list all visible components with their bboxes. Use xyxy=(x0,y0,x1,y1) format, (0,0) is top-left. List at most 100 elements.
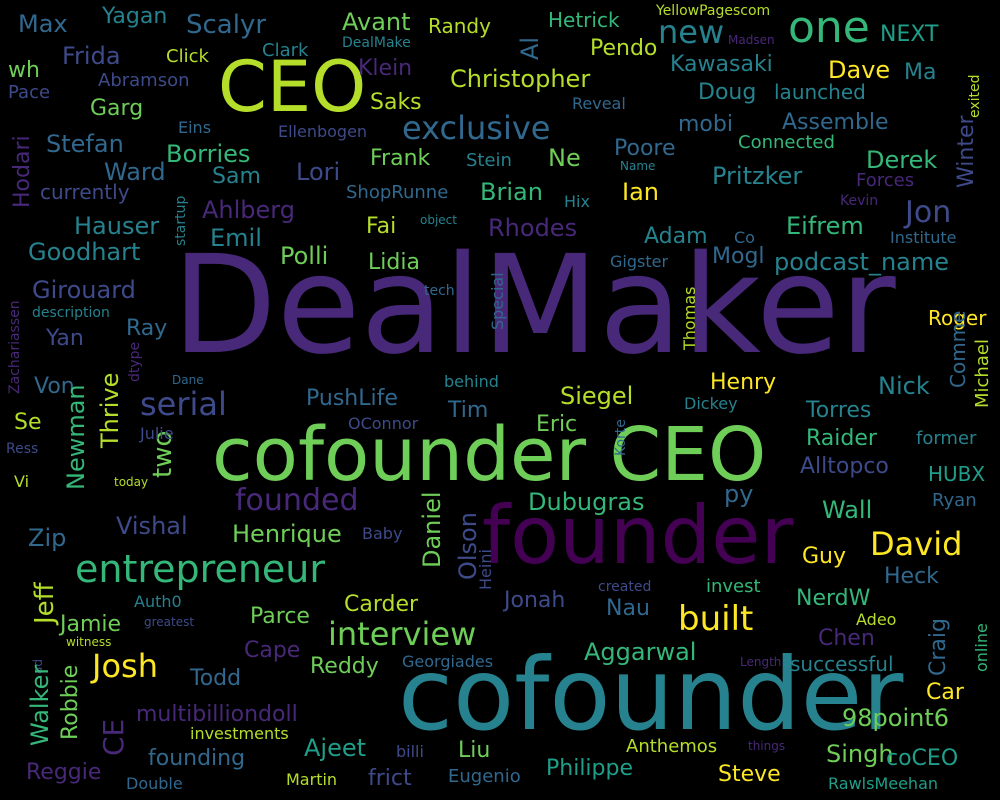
word: Eugenio xyxy=(448,766,521,787)
word: Ian xyxy=(622,178,659,206)
word: Jonah xyxy=(504,588,566,613)
word: Chen xyxy=(818,626,875,651)
word: Polli xyxy=(280,242,329,270)
word: Girouard xyxy=(32,276,136,304)
word: wh xyxy=(8,58,40,83)
word: Brian xyxy=(480,178,543,206)
word: Dubugras xyxy=(528,488,645,516)
word: Wall xyxy=(822,496,873,524)
word: Dickey xyxy=(684,394,738,413)
word: Daniel xyxy=(418,491,446,569)
word: YellowPagescom xyxy=(656,3,771,19)
word: Randy xyxy=(428,14,491,38)
word: NEXT xyxy=(880,22,939,47)
word: Car xyxy=(926,680,964,705)
word: Ress xyxy=(6,441,39,457)
word: 98point6 xyxy=(842,704,950,732)
word: Tim xyxy=(448,398,489,423)
word: Eifrem xyxy=(786,212,864,240)
word: Zachariassen xyxy=(7,300,23,394)
word: Walker xyxy=(26,664,54,746)
word: Lori xyxy=(296,158,341,186)
word: Robbie xyxy=(58,664,83,740)
word: Kevin xyxy=(840,193,879,209)
word: successful xyxy=(790,652,894,676)
word: object xyxy=(420,213,457,227)
word: Dave xyxy=(828,56,891,84)
word: Zip xyxy=(28,524,67,552)
word: today xyxy=(114,475,149,489)
word: Gigster xyxy=(610,252,669,271)
word: Martin xyxy=(286,770,338,789)
word: Pritzker xyxy=(712,162,803,190)
word: Georgiades xyxy=(402,652,494,671)
word: new xyxy=(658,13,725,51)
word: Click xyxy=(166,46,209,67)
word: frict xyxy=(368,766,412,791)
word: Frida xyxy=(62,42,121,70)
word: exclusive xyxy=(402,109,551,147)
word: Vishal xyxy=(116,512,188,540)
word: Alltopco xyxy=(800,454,889,479)
word: billi xyxy=(396,742,424,761)
word: created xyxy=(598,579,652,595)
word: Nick xyxy=(878,372,930,400)
word: Fai xyxy=(366,214,397,239)
word: Thomas xyxy=(680,286,699,350)
word: currently xyxy=(40,180,130,204)
word: Adam xyxy=(644,224,708,249)
word: Double xyxy=(126,774,183,793)
word: serial xyxy=(140,385,227,423)
word: DealMake xyxy=(342,35,411,51)
word: Hauser xyxy=(74,212,160,240)
word: cofounder CEO xyxy=(212,412,767,498)
word: Dane xyxy=(172,373,204,387)
word: Michael xyxy=(972,339,993,408)
word: Todd xyxy=(190,666,242,691)
word: Scalyr xyxy=(186,10,267,40)
word: CE xyxy=(97,718,130,756)
word: Baby xyxy=(362,524,403,543)
word: Singh xyxy=(826,740,894,768)
word: Stefan xyxy=(46,130,124,158)
word: Korte xyxy=(613,419,629,456)
word: Henry xyxy=(710,370,777,395)
word: Saks xyxy=(370,90,422,115)
word: Derek xyxy=(866,146,938,174)
word: description xyxy=(32,305,110,321)
word: launched xyxy=(774,80,866,104)
word: Special xyxy=(488,272,507,330)
word: cofounder xyxy=(398,636,904,753)
word: Connected xyxy=(738,132,835,153)
word: Winter xyxy=(954,115,979,188)
word: mobi xyxy=(678,112,733,137)
word: dtype xyxy=(127,341,143,382)
word: Nau xyxy=(606,596,650,621)
word: Ne xyxy=(548,144,581,172)
word: Reggie xyxy=(26,760,102,785)
word: Carder xyxy=(344,592,419,617)
word: Goodhart xyxy=(28,238,141,266)
word: RawlsMeehan xyxy=(828,774,939,793)
word: Von xyxy=(34,374,75,399)
word: Adeo xyxy=(856,610,897,629)
word: Guy xyxy=(802,544,847,569)
word: OConnor xyxy=(348,414,419,433)
word: py xyxy=(724,480,754,508)
word: Jamie xyxy=(60,612,122,637)
word: Steve xyxy=(718,762,781,787)
word: Cape xyxy=(244,638,301,663)
word: Eric xyxy=(536,412,578,437)
word: Madsen xyxy=(728,33,775,47)
word: coCEO xyxy=(886,746,959,771)
word: Pendo xyxy=(590,36,658,61)
word: ShopRunne xyxy=(346,182,449,203)
word: exited xyxy=(967,74,983,118)
word: Julie xyxy=(140,424,174,443)
word: Jon xyxy=(905,195,952,230)
word: Philippe xyxy=(546,756,634,781)
word: CEO xyxy=(218,46,367,128)
word: Mogl xyxy=(712,244,765,269)
word: David xyxy=(870,525,963,563)
